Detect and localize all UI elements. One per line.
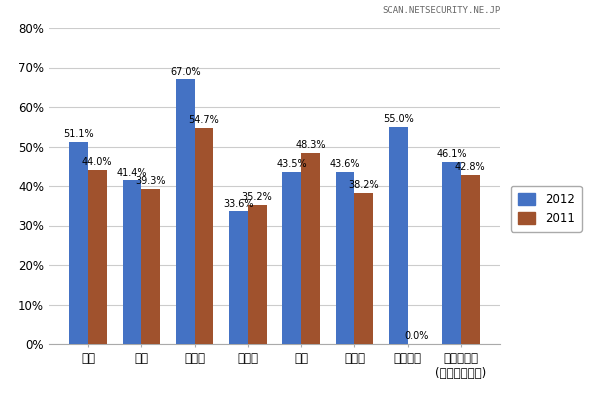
Bar <box>248 205 267 344</box>
Text: 42.8%: 42.8% <box>455 162 486 172</box>
Bar <box>123 180 142 344</box>
Legend: 2012, 2011: 2012, 2011 <box>511 186 582 232</box>
Bar <box>88 170 107 344</box>
Bar <box>442 162 461 344</box>
Text: 43.5%: 43.5% <box>276 160 307 170</box>
Bar <box>229 211 248 344</box>
Bar <box>461 175 479 344</box>
Text: 33.6%: 33.6% <box>223 198 254 208</box>
Bar <box>354 193 373 344</box>
Text: SCAN.NETSECURITY.NE.JP: SCAN.NETSECURITY.NE.JP <box>382 6 500 15</box>
Text: 51.1%: 51.1% <box>63 129 94 139</box>
Text: 41.4%: 41.4% <box>117 168 147 178</box>
Text: 38.2%: 38.2% <box>348 180 379 190</box>
Bar <box>70 142 88 344</box>
Bar <box>336 172 354 344</box>
Bar <box>282 172 301 344</box>
Text: 39.3%: 39.3% <box>135 176 166 186</box>
Bar <box>176 79 195 344</box>
Bar <box>389 127 407 344</box>
Bar <box>142 189 160 344</box>
Text: 48.3%: 48.3% <box>295 140 326 150</box>
Text: 46.1%: 46.1% <box>436 149 467 159</box>
Text: 44.0%: 44.0% <box>82 158 113 168</box>
Text: 54.7%: 54.7% <box>188 115 219 125</box>
Text: 35.2%: 35.2% <box>242 192 273 202</box>
Text: 0.0%: 0.0% <box>405 331 429 341</box>
Bar <box>301 153 320 344</box>
Text: 55.0%: 55.0% <box>383 114 414 124</box>
Bar <box>195 128 214 344</box>
Text: 43.6%: 43.6% <box>330 159 361 169</box>
Text: 67.0%: 67.0% <box>170 66 201 76</box>
